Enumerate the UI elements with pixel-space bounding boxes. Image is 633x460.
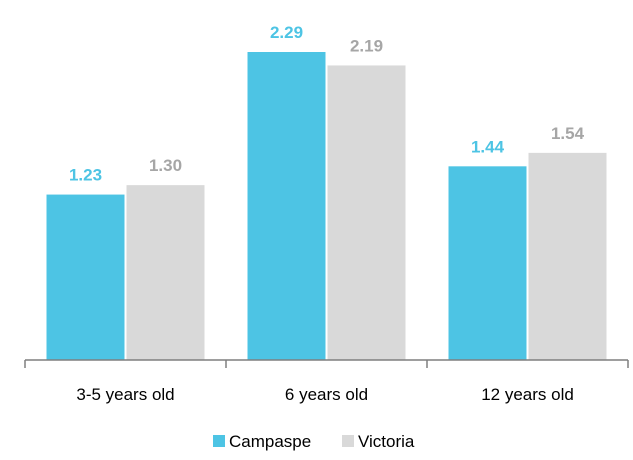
value-label-victoria-1: 1.30 — [149, 156, 182, 175]
legend-swatch-campaspe — [213, 435, 225, 447]
value-label-campaspe-3: 1.44 — [471, 137, 505, 156]
bar-campaspe-1 — [46, 194, 125, 360]
bar-campaspe-2 — [247, 52, 326, 360]
bar-victoria-1 — [126, 185, 205, 360]
value-label-campaspe-2: 2.29 — [270, 23, 303, 42]
legend: Campaspe Victoria — [213, 432, 415, 451]
value-label-victoria-2: 2.19 — [350, 36, 383, 55]
legend-label-campaspe: Campaspe — [229, 432, 311, 451]
bars-layer — [46, 52, 607, 361]
value-label-victoria-3: 1.54 — [551, 124, 585, 143]
x-tick-label: 6 years old — [285, 385, 368, 404]
bar-victoria-2 — [327, 65, 406, 361]
legend-label-victoria: Victoria — [358, 432, 415, 451]
value-label-campaspe-1: 1.23 — [69, 166, 102, 185]
legend-swatch-victoria — [342, 435, 354, 447]
x-tick-label: 3-5 years old — [76, 385, 174, 404]
value-labels-layer: 1.23 1.30 2.29 2.19 1.44 1.54 — [69, 23, 585, 185]
x-axis-labels: 3-5 years old 6 years old 12 years old — [76, 385, 573, 404]
bar-campaspe-3 — [448, 166, 527, 360]
x-tick-label: 12 years old — [481, 385, 574, 404]
bar-victoria-3 — [528, 152, 607, 360]
x-axis — [24, 359, 629, 368]
